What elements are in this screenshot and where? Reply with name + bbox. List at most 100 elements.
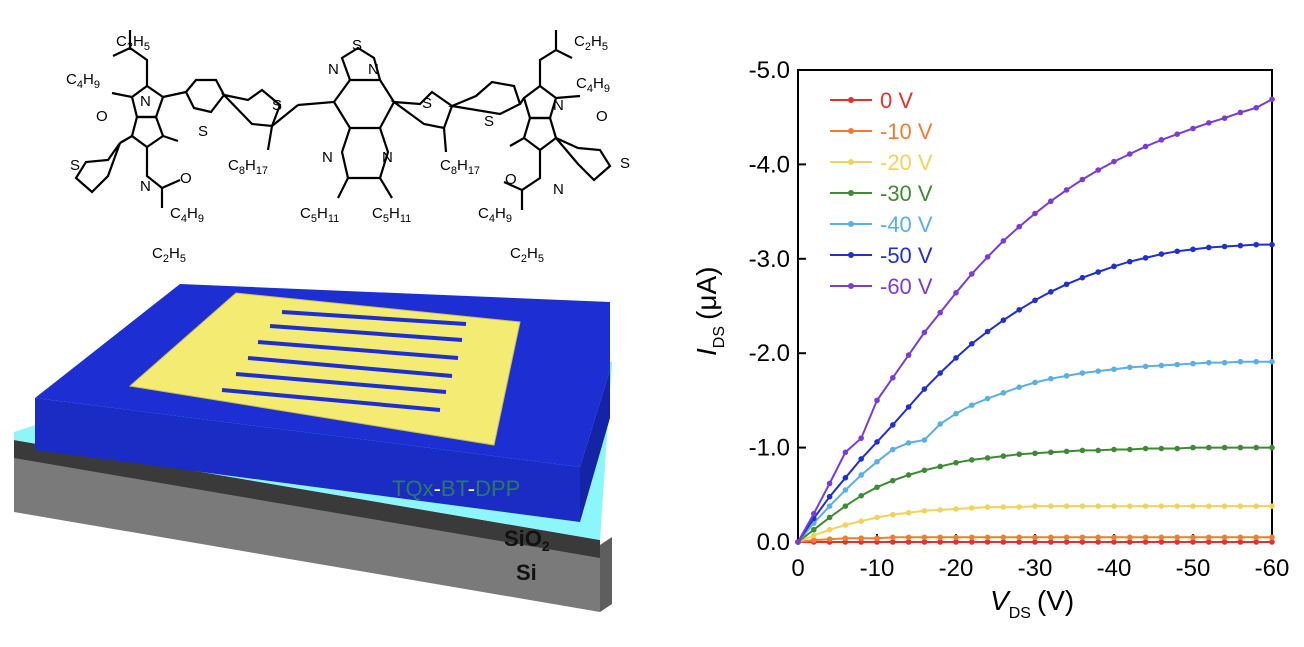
data-point [1079, 176, 1086, 183]
polymer-layer-side [580, 370, 610, 522]
sub-c8h17-right: C8H17 [440, 157, 480, 177]
polymer-label-bt: BT [441, 476, 469, 501]
atom-n-right-bottom: N [553, 181, 564, 198]
y-axis-label: IDS (μA) [691, 267, 728, 356]
sio2-label: SiO2 [504, 526, 550, 554]
data-point [905, 534, 912, 541]
data-point [984, 254, 991, 260]
data-point [1095, 534, 1101, 541]
data-point [1142, 143, 1149, 150]
data-point [1048, 449, 1054, 456]
data-point [890, 539, 896, 545]
data-point [874, 439, 880, 445]
data-point [937, 534, 943, 541]
legend-label: -10 V [880, 119, 933, 144]
data-point [826, 480, 833, 487]
data-point [1000, 238, 1007, 244]
data-point [1048, 198, 1054, 205]
data-point [1079, 534, 1086, 541]
data-point [1127, 503, 1133, 509]
atom-n-quinox-left: N [322, 149, 333, 166]
data-point [969, 340, 975, 347]
data-point [1158, 137, 1165, 143]
sub-c4h9-bottom-right: C4H9 [478, 205, 512, 225]
data-point [874, 484, 880, 491]
data-point [1032, 539, 1038, 545]
data-point [1237, 444, 1244, 451]
data-point [858, 456, 864, 462]
data-point [1190, 539, 1196, 545]
y-axis-label-main: I [691, 348, 722, 356]
data-point [1032, 450, 1038, 457]
x-axis-label-sub: DS [1009, 605, 1031, 622]
data-point [1221, 444, 1228, 451]
legend-marker [848, 283, 854, 289]
data-point [1079, 370, 1086, 376]
data-point [1237, 358, 1244, 365]
atom-n-right-top: N [553, 97, 564, 114]
atom-n-central-right: N [368, 61, 379, 78]
legend-label: -30 V [880, 181, 933, 206]
data-point [874, 397, 880, 404]
plot-frame [797, 69, 1273, 543]
legend-marker [848, 190, 854, 196]
legend-label: -40 V [880, 212, 933, 237]
data-point [969, 402, 975, 408]
data-point [1063, 373, 1070, 379]
legend-marker [848, 221, 854, 227]
data-point [1000, 317, 1007, 323]
polymer-label: TQx-BT-DPP [392, 476, 520, 501]
data-point [1111, 503, 1117, 509]
sub-c2h5-bottom-right: C2H5 [510, 245, 544, 265]
data-point [953, 355, 959, 361]
data-point [905, 472, 912, 478]
legend-marker [848, 159, 854, 165]
data-point [905, 352, 912, 358]
data-point [826, 526, 833, 533]
sub-c2h5-top-left: C2H5 [116, 33, 150, 53]
data-point [1016, 306, 1022, 313]
data-point [937, 370, 943, 376]
data-point [1190, 503, 1196, 509]
data-point [1142, 445, 1149, 452]
x-tick-label: 0 [791, 555, 804, 582]
data-point [1079, 503, 1086, 509]
atom-s-left-thiophene: S [70, 157, 80, 174]
data-point [921, 329, 928, 336]
data-point [1158, 251, 1165, 257]
data-point [1032, 297, 1038, 304]
atom-s-thiophene-2: S [272, 97, 282, 114]
data-point [905, 509, 912, 516]
data-point [1206, 359, 1212, 366]
atom-s-thiophene-4: S [484, 113, 494, 130]
data-point [984, 328, 991, 335]
legend-marker [848, 97, 854, 103]
data-point [969, 457, 975, 463]
x-tick-label: -50 [1176, 555, 1211, 582]
data-point [842, 487, 849, 493]
data-point [890, 511, 896, 518]
data-point [874, 514, 880, 521]
sub-c4h9-top-right: C4H9 [576, 75, 610, 95]
data-point [1127, 151, 1133, 157]
atom-n-left-bottom: N [140, 178, 151, 195]
series-1 [795, 534, 1275, 545]
data-point [937, 421, 943, 427]
data-point [953, 534, 959, 541]
data-point [937, 539, 943, 545]
data-point [890, 534, 896, 541]
data-point [1269, 534, 1275, 541]
data-point [826, 536, 833, 542]
data-point [1142, 539, 1149, 545]
data-point [1206, 503, 1212, 509]
legend-label: -20 V [880, 150, 933, 175]
data-point [1016, 534, 1022, 541]
y-tick-label: -1.0 [749, 435, 790, 462]
data-point [921, 508, 928, 514]
data-point [858, 535, 864, 542]
series-3 [795, 444, 1275, 545]
data-point [842, 475, 849, 481]
data-point [874, 458, 880, 465]
legend-marker [848, 128, 854, 134]
series-6 [795, 96, 1275, 545]
